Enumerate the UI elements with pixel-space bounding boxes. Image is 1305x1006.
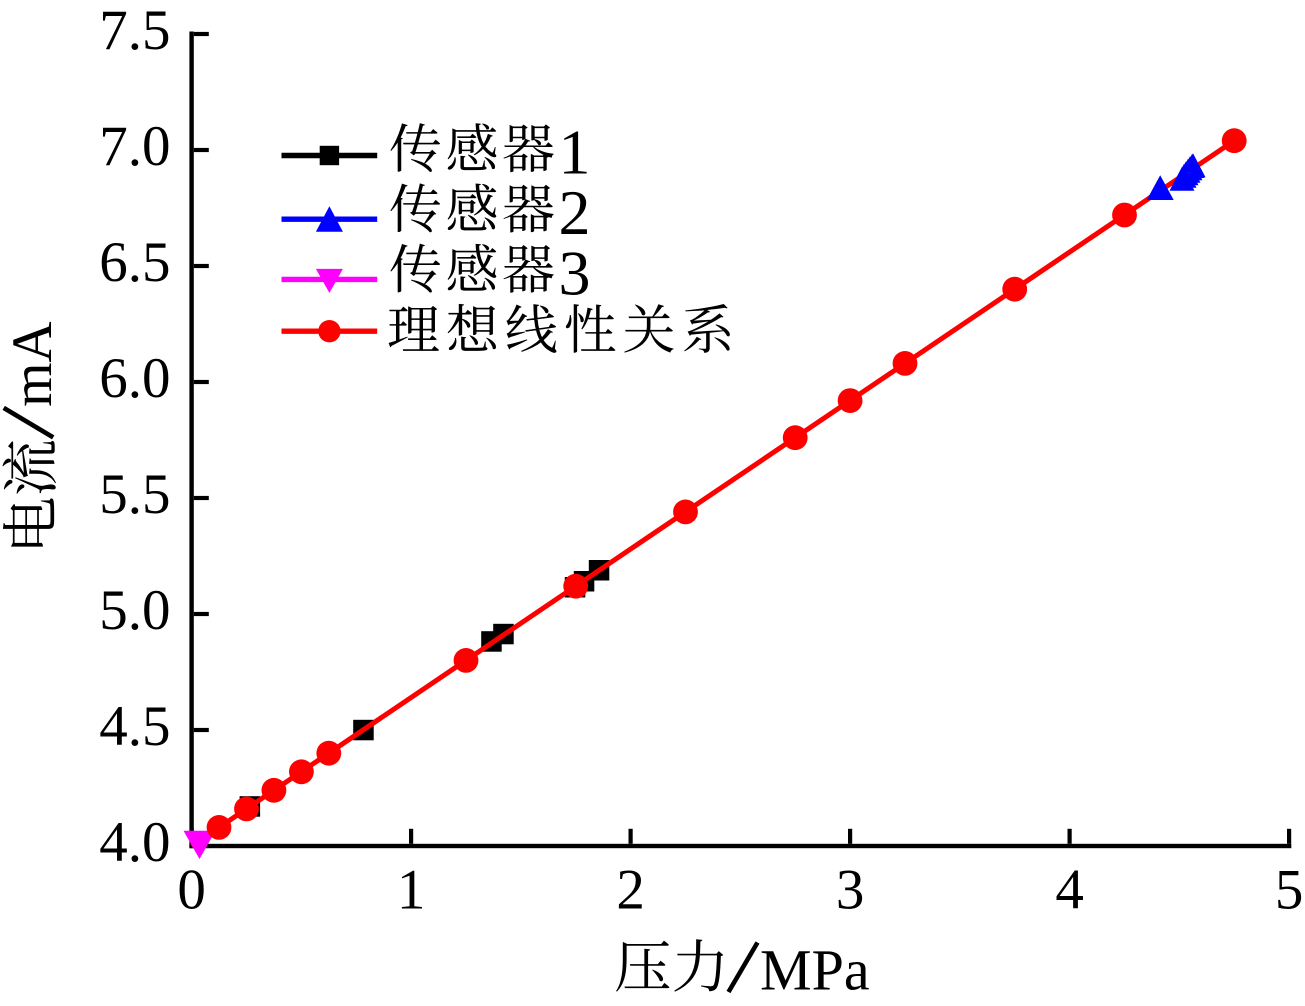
svg-text:MPa: MPa	[760, 938, 870, 1003]
svg-text:6.5: 6.5	[99, 231, 170, 294]
svg-text:4.5: 4.5	[99, 695, 170, 758]
svg-text:mA: mA	[1, 321, 64, 407]
svg-text:7.5: 7.5	[99, 0, 170, 62]
svg-text:4: 4	[1055, 859, 1084, 922]
svg-text:2: 2	[616, 859, 645, 922]
svg-text:3: 3	[559, 237, 591, 308]
svg-text:2: 2	[559, 177, 591, 248]
svg-text:4.0: 4.0	[99, 811, 170, 874]
svg-text:5: 5	[1275, 859, 1304, 922]
svg-text:5.0: 5.0	[99, 579, 170, 642]
svg-text:1: 1	[397, 859, 426, 922]
svg-text:7.0: 7.0	[99, 115, 170, 178]
svg-text:3: 3	[836, 859, 865, 922]
svg-text:0: 0	[177, 859, 206, 922]
svg-text:1: 1	[559, 117, 591, 188]
svg-text:5.5: 5.5	[99, 463, 170, 526]
svg-text:6.0: 6.0	[99, 347, 170, 410]
